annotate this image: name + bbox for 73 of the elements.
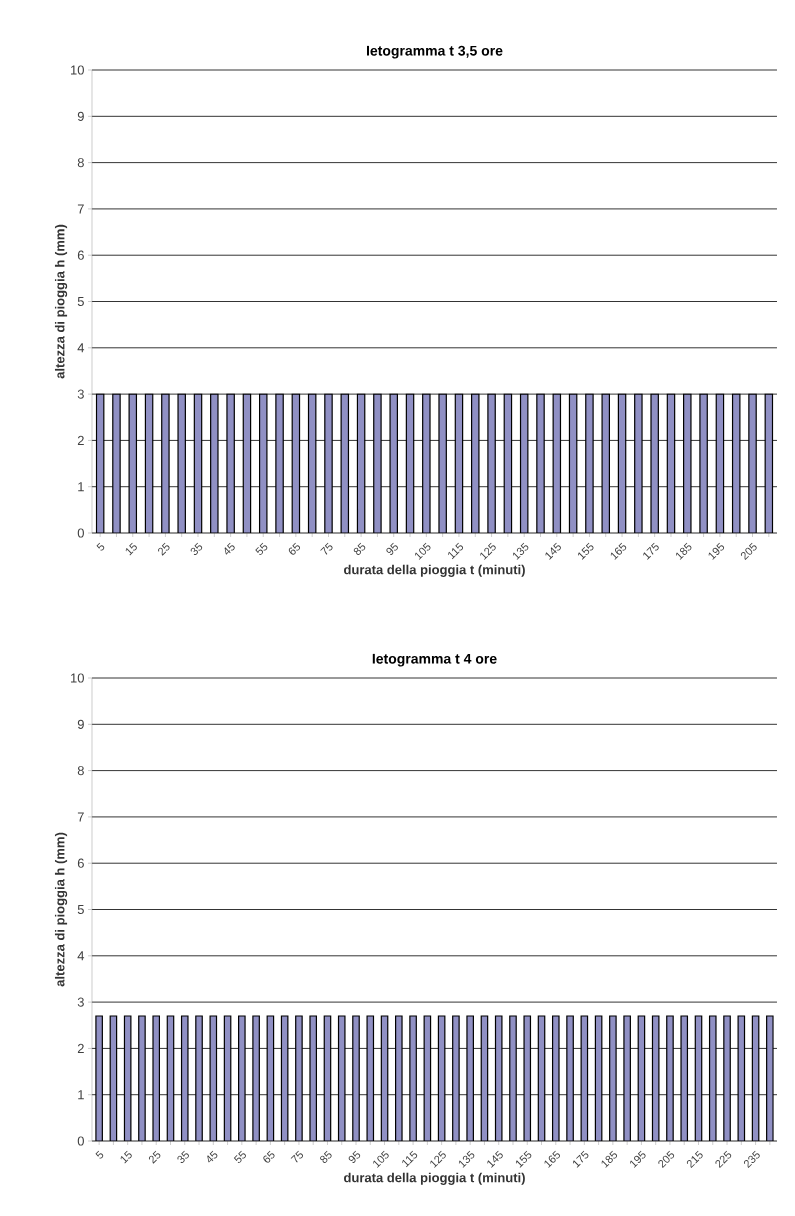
x-tick-label: 125 [430, 1150, 446, 1168]
x-tick-label: 115 [402, 1150, 418, 1168]
chart-title: Ietogramma t 3,5 ore [366, 45, 503, 59]
x-tick-label: 135 [512, 542, 529, 560]
y-tick-label: 10 [70, 673, 84, 683]
y-tick-label: 1 [78, 482, 84, 492]
x-tick-label: 205 [740, 542, 757, 561]
y-tick-label: 6 [77, 858, 84, 868]
y-tick-label: 4 [77, 951, 85, 961]
y-tick-label: 9 [77, 719, 84, 729]
x-tick-label: 105 [373, 1150, 389, 1168]
x-tick-label: 155 [515, 1150, 532, 1168]
y-tick-label: 3 [77, 389, 84, 399]
x-tick-label: 65 [263, 1150, 275, 1163]
x-tick-label: 135 [458, 1150, 475, 1168]
y-tick-label: 9 [77, 111, 84, 121]
x-tick-label: 15 [125, 542, 137, 556]
x-tick-label: 45 [224, 542, 235, 555]
y-tick-label: 2 [77, 1043, 84, 1053]
x-tick-label: 185 [676, 542, 692, 560]
x-tick-label: 75 [290, 1150, 304, 1163]
x-tick-label: 175 [572, 1150, 589, 1168]
x-tick-label: 125 [480, 542, 496, 560]
x-axis-title: durata della pioggia t (minuti) [344, 564, 525, 577]
x-tick-label: 115 [448, 542, 464, 560]
y-tick-label: 7 [77, 204, 84, 214]
x-tick-label: 55 [233, 1150, 246, 1163]
x-tick-label: 95 [386, 542, 398, 555]
x-tick-label: 25 [148, 1150, 161, 1164]
x-tick-label: 95 [348, 1150, 361, 1163]
x-tick-label: 55 [255, 542, 268, 555]
chart-title: Ietogramma t 4 ore [372, 653, 497, 667]
x-tick-label: 195 [630, 1150, 646, 1168]
x-axis-title: durata della pioggia t (minuti) [344, 1172, 525, 1185]
x-tick-label: 85 [320, 1150, 332, 1163]
x-tick-label: 105 [415, 542, 431, 560]
y-tick-label: 4 [77, 343, 85, 353]
y-tick-label: 0 [77, 1136, 84, 1146]
x-tick-label: 185 [601, 1150, 618, 1168]
y-tick-label: 5 [77, 296, 84, 307]
x-tick-label: 225 [715, 1150, 732, 1169]
x-tick-label: 205 [658, 1150, 675, 1169]
x-tick-label: 45 [207, 1150, 218, 1163]
y-tick-label: 0 [77, 528, 84, 538]
x-tick-label: 35 [190, 542, 203, 555]
y-tick-label: 6 [77, 250, 84, 260]
x-tick-label: 195 [708, 542, 725, 560]
y-tick-label: 10 [70, 65, 84, 75]
x-tick-label: 5 [95, 1150, 104, 1159]
y-tick-label: 1 [78, 1090, 84, 1100]
x-tick-label: 85 [353, 542, 366, 555]
x-tick-label: 235 [743, 1150, 760, 1169]
y-tick-label: 8 [77, 158, 84, 168]
x-tick-label: 75 [320, 542, 333, 555]
x-tick-label: 5 [96, 542, 105, 551]
x-tick-label: 15 [120, 1150, 132, 1164]
x-tick-label: 35 [177, 1150, 189, 1163]
x-tick-label: 165 [610, 542, 627, 560]
x-tick-label: 145 [487, 1150, 503, 1168]
y-tick-label: 2 [77, 435, 84, 445]
x-tick-label: 145 [545, 542, 561, 560]
y-tick-label: 3 [77, 997, 84, 1007]
y-axis-title: altezza di pioggia h (mm) [54, 832, 68, 987]
x-tick-label: 155 [578, 542, 594, 560]
x-tick-label: 175 [643, 542, 659, 560]
x-tick-label: 65 [288, 542, 301, 555]
y-axis-title: altezza di pioggia h (mm) [54, 224, 68, 379]
y-tick-label: 8 [77, 766, 84, 776]
y-tick-label: 7 [77, 812, 84, 822]
y-tick-label: 5 [77, 904, 84, 915]
x-tick-label: 25 [158, 542, 170, 556]
x-tick-label: 215 [686, 1150, 703, 1169]
x-tick-label: 165 [544, 1150, 560, 1168]
